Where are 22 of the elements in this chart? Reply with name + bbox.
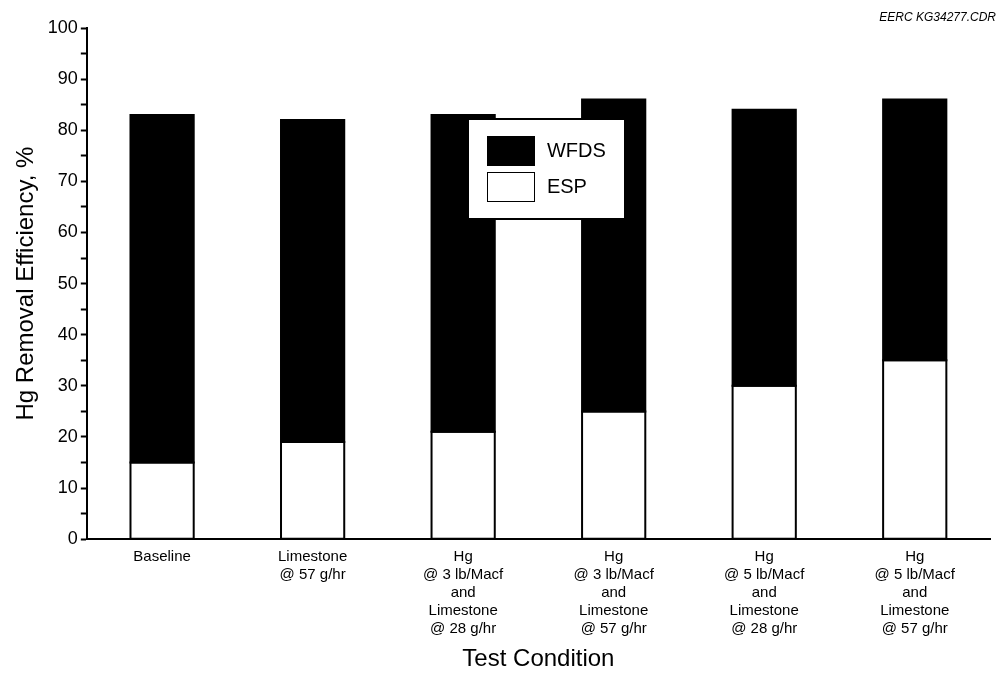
legend-label: ESP xyxy=(546,175,587,199)
y-tick-label: 0 xyxy=(67,528,78,549)
y-tick-label: 70 xyxy=(57,170,78,191)
y-tick-label: 90 xyxy=(57,68,78,89)
y-tick-label: 10 xyxy=(57,477,78,498)
x-tick-label: Limestone @ 57 g/hr xyxy=(278,547,348,583)
x-tick-label: Hg @ 5 lb/Macf and Limestone @ 57 g/hr xyxy=(874,547,956,637)
x-tick-label: Hg @ 3 lb/Macf and Limestone @ 57 g/hr xyxy=(573,547,655,637)
x-tick-label: Hg @ 5 lb/Macf and Limestone @ 28 g/hr xyxy=(724,547,806,637)
x-tick-label: Baseline xyxy=(133,547,191,565)
y-tick-label: 20 xyxy=(57,425,78,446)
y-tick-label: 30 xyxy=(57,374,78,395)
y-tick-label: 50 xyxy=(57,272,78,293)
y-tick-label: 80 xyxy=(57,119,78,140)
y-tick-label: 60 xyxy=(57,221,78,242)
text: EERC KG34277.CDR xyxy=(879,10,996,24)
y-tick-label: 100 xyxy=(47,16,78,37)
x-tick-label: Hg @ 3 lb/Macf and Limestone @ 28 g/hr xyxy=(423,547,505,637)
y-tick-label: 40 xyxy=(57,323,78,344)
x-axis-title: Test Condition xyxy=(462,644,615,672)
y-axis-title: Hg Removal Efficiency, % xyxy=(11,146,39,421)
legend-label: WFDS xyxy=(546,139,606,163)
